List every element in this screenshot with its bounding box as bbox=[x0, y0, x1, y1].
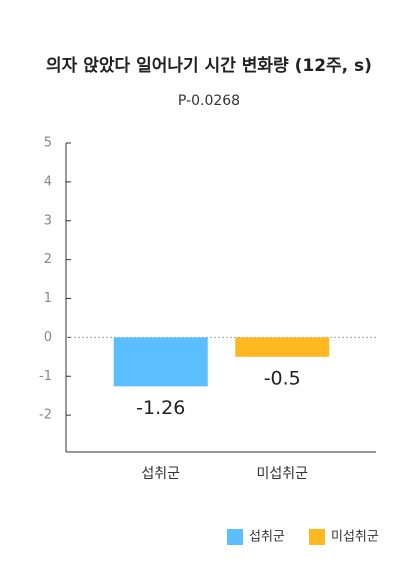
y-tick-label: 3 bbox=[44, 213, 52, 228]
y-tick-label: -1 bbox=[39, 369, 52, 384]
y-tick-label: 4 bbox=[44, 174, 52, 189]
y-tick-label: 5 bbox=[44, 136, 52, 151]
legend-label: 섭취군 bbox=[249, 530, 285, 545]
legend-label: 미섭취군 bbox=[331, 530, 379, 545]
y-tick-label: 1 bbox=[44, 291, 52, 306]
value-label: -1.26 bbox=[136, 397, 185, 419]
y-tick-label: 0 bbox=[44, 330, 52, 345]
legend-swatch bbox=[309, 529, 325, 545]
legend-swatch bbox=[227, 529, 243, 545]
chart-subtitle: P-0.0268 bbox=[178, 93, 240, 109]
x-tick-label: 섭취군 bbox=[141, 466, 180, 482]
value-label: -0.5 bbox=[264, 367, 301, 389]
bar bbox=[235, 337, 330, 357]
bar bbox=[113, 337, 208, 387]
x-tick-label: 미섭취군 bbox=[256, 466, 308, 482]
y-tick-label: 2 bbox=[44, 252, 52, 267]
chart-title: 의자 앉았다 일어나기 시간 변화량 (12주, s) bbox=[46, 55, 372, 76]
y-tick-label: -2 bbox=[39, 408, 52, 423]
